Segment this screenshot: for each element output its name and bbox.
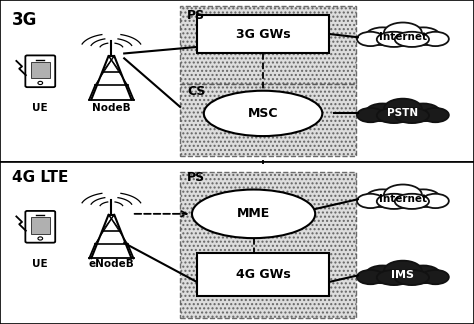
Ellipse shape bbox=[406, 189, 440, 207]
Text: eNodeB: eNodeB bbox=[89, 259, 134, 269]
Text: PS: PS bbox=[187, 171, 205, 184]
Text: CS: CS bbox=[187, 85, 206, 98]
Bar bbox=[197, 253, 329, 296]
Text: 4G GWs: 4G GWs bbox=[236, 268, 291, 281]
Ellipse shape bbox=[406, 265, 440, 283]
Ellipse shape bbox=[377, 270, 411, 285]
Text: UE: UE bbox=[33, 103, 48, 113]
Bar bbox=[197, 15, 329, 53]
Bar bbox=[31, 217, 50, 234]
Ellipse shape bbox=[384, 98, 422, 119]
FancyBboxPatch shape bbox=[25, 55, 55, 87]
Ellipse shape bbox=[406, 27, 440, 45]
Ellipse shape bbox=[406, 103, 440, 121]
Bar bbox=[31, 62, 50, 78]
FancyBboxPatch shape bbox=[25, 211, 55, 243]
Text: UE: UE bbox=[33, 259, 48, 269]
Ellipse shape bbox=[365, 189, 400, 207]
Text: Internet: Internet bbox=[379, 194, 427, 204]
Ellipse shape bbox=[422, 32, 449, 46]
Bar bbox=[365, 35, 441, 45]
Ellipse shape bbox=[384, 260, 422, 281]
Bar bbox=[180, 172, 356, 318]
Bar bbox=[180, 84, 356, 156]
Ellipse shape bbox=[377, 194, 411, 209]
Text: PSTN: PSTN bbox=[387, 109, 419, 118]
Text: 3G: 3G bbox=[12, 11, 37, 29]
Ellipse shape bbox=[384, 185, 422, 205]
Ellipse shape bbox=[192, 190, 315, 238]
Ellipse shape bbox=[365, 265, 400, 283]
Text: Internet: Internet bbox=[379, 32, 427, 42]
Bar bbox=[365, 273, 441, 283]
Ellipse shape bbox=[357, 108, 384, 122]
Ellipse shape bbox=[395, 194, 429, 209]
Ellipse shape bbox=[395, 270, 429, 285]
Ellipse shape bbox=[377, 32, 411, 47]
Bar bbox=[365, 197, 441, 207]
Ellipse shape bbox=[377, 108, 411, 123]
Ellipse shape bbox=[384, 23, 422, 43]
Text: MSC: MSC bbox=[248, 107, 278, 120]
Ellipse shape bbox=[422, 194, 449, 208]
Text: 4G LTE: 4G LTE bbox=[12, 170, 68, 185]
Ellipse shape bbox=[395, 108, 429, 123]
Ellipse shape bbox=[357, 32, 384, 46]
Text: 3G GWs: 3G GWs bbox=[236, 28, 291, 40]
Text: PS: PS bbox=[187, 9, 205, 22]
Ellipse shape bbox=[204, 91, 322, 136]
Ellipse shape bbox=[422, 108, 449, 122]
Ellipse shape bbox=[365, 103, 400, 121]
Circle shape bbox=[38, 237, 43, 240]
Ellipse shape bbox=[357, 270, 384, 284]
Ellipse shape bbox=[365, 27, 400, 45]
Bar bbox=[365, 111, 441, 121]
Bar bbox=[180, 6, 356, 84]
Ellipse shape bbox=[422, 270, 449, 284]
Ellipse shape bbox=[395, 32, 429, 47]
Text: IMS: IMS bbox=[392, 271, 414, 280]
Text: MME: MME bbox=[237, 207, 270, 220]
Text: NodeB: NodeB bbox=[92, 103, 131, 113]
Circle shape bbox=[38, 81, 43, 85]
Ellipse shape bbox=[357, 194, 384, 208]
